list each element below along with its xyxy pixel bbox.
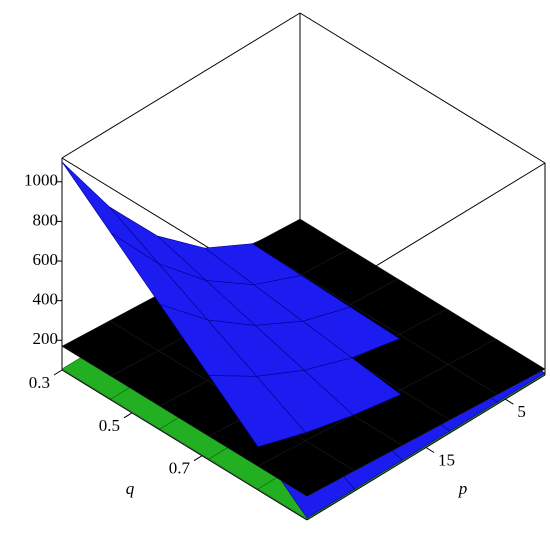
y-tick <box>505 398 514 405</box>
x-tick <box>193 455 203 462</box>
box-edge <box>299 12 546 164</box>
x-axis-line <box>61 369 308 521</box>
x-tick-label: 0.5 <box>99 416 120 435</box>
y-tick <box>425 447 435 453</box>
z-tick-label: 400 <box>33 290 59 309</box>
z-tick-label: 800 <box>33 210 59 229</box>
surface-patch <box>208 375 307 448</box>
y-tick-label: 5 <box>517 402 526 421</box>
x-tick-label: 0.7 <box>169 459 191 478</box>
y-axis-label: p <box>458 479 468 498</box>
x-tick-label: 0.3 <box>29 373 50 392</box>
z-tick-label: 600 <box>33 250 59 269</box>
x-tick <box>123 412 133 419</box>
z-tick-label: 200 <box>33 329 59 348</box>
x-tick <box>53 369 63 376</box>
surface-patch <box>257 440 356 497</box>
box-edge <box>61 12 301 159</box>
surface-patch <box>61 161 159 264</box>
y-tick-label: 15 <box>438 450 455 469</box>
x-axis-label: q <box>126 479 135 498</box>
z-tick-label: 1000 <box>24 171 58 190</box>
